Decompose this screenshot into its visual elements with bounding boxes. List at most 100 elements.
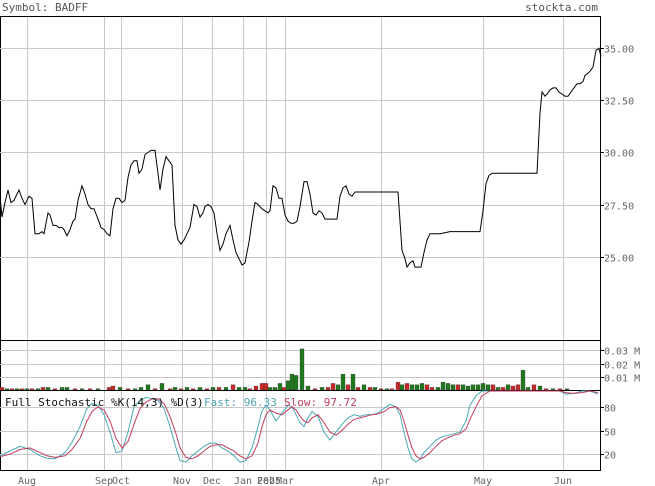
volume-bar-3: [14, 388, 20, 391]
volume-bar-86: [490, 384, 496, 391]
volume-bar-68: [399, 384, 405, 391]
volume-bar-84: [480, 383, 486, 391]
volume-bar-77: [445, 383, 451, 391]
stoch-tick-label-1: 50: [604, 428, 616, 439]
volume-tick-label-0: 0.03 M: [604, 347, 640, 358]
volume-bar-97: [550, 388, 556, 391]
volume-bar-38: [242, 387, 248, 391]
volume-bar-5: [24, 388, 30, 391]
x-label-nov: Nov: [173, 476, 191, 486]
volume-bar-33: [210, 387, 216, 391]
volume-bar-81: [465, 385, 471, 391]
volume-bars: [0, 348, 570, 391]
volume-bar-48: [289, 373, 295, 391]
price-tick-label-2: 30.00: [604, 149, 634, 160]
volume-bar-93: [525, 387, 531, 391]
fast-value-label: Fast: 96.33: [204, 396, 277, 409]
volume-bar-31: [197, 387, 203, 391]
volume-bar-52: [312, 388, 318, 391]
stoch-tick-label-2: 20: [604, 451, 616, 462]
volume-bar-27: [172, 387, 178, 391]
volume-bar-76: [440, 381, 446, 391]
volume-bar-65: [384, 388, 390, 391]
volume-bar-25: [159, 383, 165, 391]
volume-bar-32: [204, 388, 210, 391]
volume-bar-23: [145, 384, 151, 391]
volume-bar-26: [167, 388, 173, 391]
x-label-mar: Mar: [276, 476, 294, 486]
volume-bar-24: [152, 388, 158, 391]
symbol-label: Symbol: BADFF: [2, 1, 88, 14]
volume-bar-37: [236, 387, 242, 391]
volume-bar-66: [389, 388, 395, 391]
stochastic-axis: 80 50 20: [600, 404, 616, 462]
volume-bar-69: [404, 383, 410, 391]
x-label-apr: Apr: [372, 476, 390, 486]
volume-bar-22: [138, 387, 144, 391]
volume-tick-label-2: 0.01 M: [604, 374, 640, 385]
price-grid: [0, 17, 600, 340]
volume-bar-85: [485, 384, 491, 391]
stochastic-panel: 80 50 20 Full Stochastic %K(14,3) %D(3) Fa…: [0, 390, 616, 471]
volume-bar-92: [520, 369, 526, 391]
volume-bar-60: [355, 387, 361, 391]
volume-bar-62: [367, 387, 373, 391]
volume-bar-56: [335, 384, 341, 391]
volume-bar-18: [110, 385, 116, 391]
volume-tick-label-1: 0.02 M: [604, 361, 640, 372]
volume-bar-39: [247, 388, 253, 391]
volume-bar-50: [299, 348, 305, 391]
volume-bar-15: [87, 388, 93, 391]
volume-bar-80: [460, 384, 466, 391]
x-label-aug: Aug: [18, 476, 36, 486]
volume-bar-41: [259, 383, 265, 391]
volume-bar-21: [132, 388, 138, 391]
volume-bar-35: [223, 387, 229, 391]
price-frame: [0, 16, 601, 341]
x-label-oct: Oct: [112, 476, 130, 486]
volume-bar-13: [72, 388, 78, 391]
volume-bar-40: [253, 385, 259, 391]
x-label-jan: Jan: [234, 476, 252, 486]
volume-bar-12: [64, 387, 70, 391]
volume-bar-7: [35, 388, 41, 391]
volume-panel: 0.03 M 0.02 M 0.01 M: [0, 340, 640, 391]
volume-bar-58: [345, 384, 351, 391]
volume-bar-87: [495, 387, 501, 391]
volume-bar-10: [52, 388, 58, 391]
price-axis: 35.00 32.50 30.00 27.50 25.00: [600, 45, 634, 265]
volume-bar-70: [409, 384, 415, 391]
x-label-sep: Sep: [95, 476, 113, 486]
volume-bar-14: [79, 388, 85, 391]
volume-bar-83: [475, 384, 481, 391]
volume-bar-51: [305, 385, 311, 391]
stochastic-title: Full Stochastic %K(14,3) %D(3): [5, 396, 204, 409]
price-tick-label-3: 27.50: [604, 202, 634, 213]
volume-bar-82: [470, 384, 476, 391]
volume-bar-88: [500, 387, 506, 391]
x-label-2025: 2025: [257, 476, 281, 486]
volume-bar-78: [450, 384, 456, 391]
volume-bar-19: [117, 387, 123, 391]
volume-bar-30: [190, 388, 196, 391]
volume-bar-72: [419, 383, 425, 391]
volume-bar-8: [40, 387, 46, 391]
volume-bar-20: [125, 388, 131, 391]
stochastic-fast-line: [0, 390, 599, 463]
site-name: stockta.com: [525, 1, 598, 14]
volume-bar-90: [510, 385, 516, 391]
volume-bar-0: [0, 387, 5, 391]
price-panel: 35.00 32.50 30.00 27.50 25.00: [0, 16, 634, 341]
volume-bar-9: [45, 387, 51, 391]
volume-bar-17: [106, 387, 112, 391]
volume-bar-67: [395, 381, 401, 391]
volume-bar-73: [424, 384, 430, 391]
volume-bar-71: [414, 384, 420, 391]
slow-value-label: Slow: 97.72: [284, 396, 357, 409]
volume-bar-94: [531, 384, 537, 391]
volume-bar-43: [267, 387, 273, 391]
volume-bar-46: [281, 387, 287, 391]
volume-bar-55: [330, 383, 336, 391]
